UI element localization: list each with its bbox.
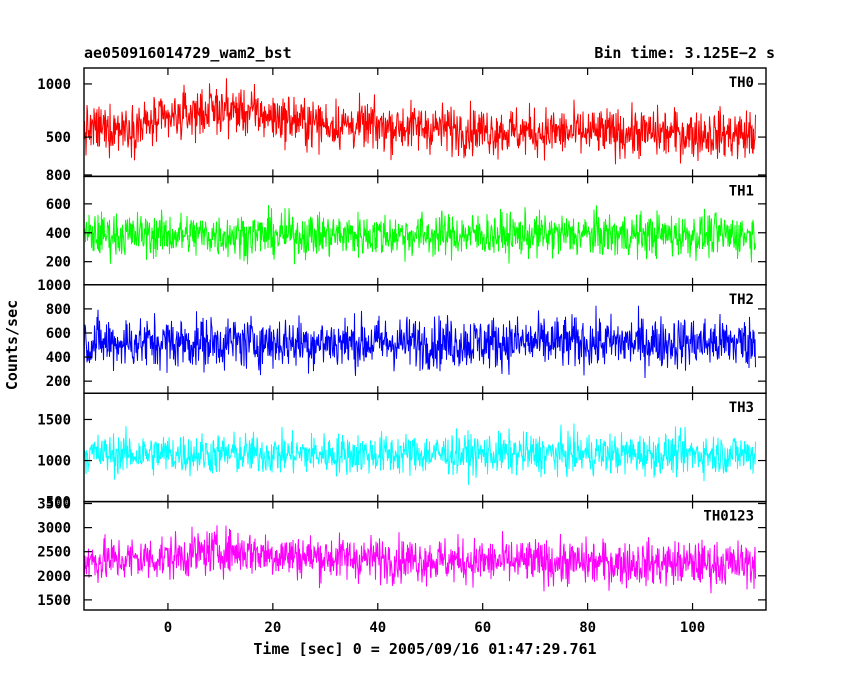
panel-label-th0: TH0 bbox=[729, 75, 754, 91]
panel-th0123: 3500 3000 2500 2000 1500 TH0123 bbox=[37, 497, 767, 611]
y-tick-label: 3000 bbox=[37, 521, 71, 537]
y-axis-label: Counts/sec bbox=[3, 300, 21, 390]
panel-th3: 1500 1000 500 TH3 bbox=[37, 392, 767, 511]
y-tick-label: 2500 bbox=[37, 545, 71, 561]
y-tick-label: 200 bbox=[46, 255, 71, 271]
panel-frame bbox=[83, 500, 767, 611]
y-tick-label: 3500 bbox=[37, 497, 71, 513]
panel-label-th2: TH2 bbox=[729, 292, 754, 308]
panel-label-th1: TH1 bbox=[729, 183, 754, 199]
x-tick-label: 100 bbox=[680, 620, 705, 636]
panel-label-th3: TH3 bbox=[729, 400, 754, 416]
series-line-th0 bbox=[84, 78, 756, 165]
y-tick-label: 500 bbox=[46, 130, 71, 146]
x-axis: 0 20 40 60 80 100 bbox=[164, 620, 705, 636]
y-tick-label: 600 bbox=[46, 197, 71, 213]
series-line-th3 bbox=[84, 423, 756, 485]
panels: 1000 500 TH0 800 600 400 200 TH1 1000 800 600 400 20… bbox=[37, 67, 767, 611]
x-tick-label: 80 bbox=[579, 620, 596, 636]
y-tick-label: 1000 bbox=[37, 77, 71, 93]
y-tick-label: 1000 bbox=[37, 278, 71, 294]
x-tick-label: 20 bbox=[264, 620, 281, 636]
bin-time-label: Bin time: 3.125E−2 s bbox=[594, 44, 775, 62]
x-tick-label: 40 bbox=[369, 620, 386, 636]
panel-label-th0123: TH0123 bbox=[703, 509, 754, 525]
x-tick-label: 60 bbox=[474, 620, 491, 636]
y-tick-label: 2000 bbox=[37, 569, 71, 585]
series-line-th2 bbox=[84, 305, 756, 379]
y-tick-label: 1500 bbox=[37, 593, 71, 609]
x-tick-label: 0 bbox=[164, 620, 172, 636]
chart-title: ae050916014729_wam2_bst bbox=[84, 44, 292, 62]
series-line-th1 bbox=[84, 204, 756, 265]
y-tick-label: 400 bbox=[46, 350, 71, 366]
series-line-th0123 bbox=[84, 525, 756, 594]
y-tick-label: 500 bbox=[46, 495, 71, 511]
y-tick-label: 1000 bbox=[37, 454, 71, 470]
y-tick-label: 200 bbox=[46, 374, 71, 390]
y-tick-label: 800 bbox=[46, 168, 71, 184]
panel-th1: 800 600 400 200 TH1 bbox=[46, 168, 767, 286]
y-tick-label: 600 bbox=[46, 326, 71, 342]
y-tick-label: 1500 bbox=[37, 412, 71, 428]
y-tick-label: 400 bbox=[46, 226, 71, 242]
panel-th2: 1000 800 600 400 200 TH2 bbox=[37, 278, 767, 394]
y-tick-label: 800 bbox=[46, 302, 71, 318]
x-axis-label: Time [sec] 0 = 2005/09/16 01:47:29.761 bbox=[253, 640, 596, 658]
panel-th0: 1000 500 TH0 bbox=[37, 67, 767, 178]
